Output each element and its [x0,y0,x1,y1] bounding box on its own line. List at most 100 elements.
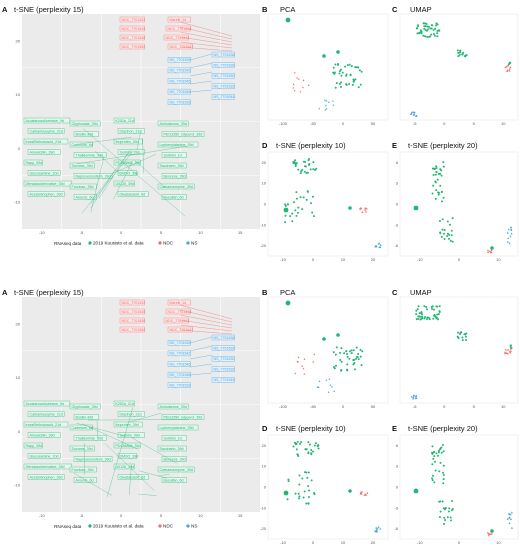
label-text: Sorbitol_1d [164,153,182,157]
y-tick-label: 10 [16,375,21,380]
data-point-green [350,349,353,352]
y-tick-label: 20 [16,38,21,43]
x-tick-label: -100 [279,404,288,409]
data-point-green [458,53,461,56]
point-label-green: Sorbitol_39d [117,432,145,438]
x-tick-label: 0 [342,121,345,126]
data-point-green [434,315,437,318]
panel-title-c: UMAP [410,288,432,297]
point-label-blue: NS_7701533 [167,382,191,388]
data-point-green [293,201,296,204]
label-box [73,152,107,158]
data-point-green [345,73,348,76]
data-point-green [448,507,451,510]
data-point-green [431,474,434,477]
data-point-green [431,477,434,480]
data-point-green [449,516,452,519]
data-point-green [301,168,304,171]
x-tick-label: -10 [417,257,424,262]
data-point-green [336,50,340,54]
label-leader-line [129,464,132,495]
data-point-green [346,369,349,372]
data-point-green [310,479,313,482]
data-point-green [418,32,421,35]
panel-title-d: t-SNE (perplexity 10) [276,424,346,433]
data-point-red [303,358,306,360]
data-point-green [283,490,289,496]
label-text: Sorbitol_39d [120,433,140,437]
data-point-green [431,452,434,455]
label-text: Saccharin_39d [160,447,184,451]
data-point-green [334,364,337,367]
data-point-green [437,172,440,175]
data-point-green [432,28,435,31]
data-point-green [431,24,434,27]
data-point-green [303,490,306,493]
data-point-green [457,336,460,339]
data-point-green [357,86,360,89]
label-text: Sucrose_39d [72,164,93,168]
data-point-green [443,229,446,232]
label-box [167,78,191,84]
data-point-green [417,315,420,318]
point-label-blue: NS_7701528 [211,62,235,68]
x-tick-label: -100 [279,121,288,126]
data-point-red [292,86,295,89]
point-label-green: DMSO_39d [117,170,138,176]
label-leader-line [76,422,126,437]
data-point-green [424,22,427,25]
data-point-green [431,479,434,482]
label-box [157,183,195,190]
data-point-green [334,63,337,66]
data-point-green [335,346,338,349]
data-point-blue [374,530,377,533]
data-point-green [423,305,426,308]
point-label-blue: NS_7701542 [167,350,191,357]
data-point-red [158,524,162,528]
data-point-green [435,305,438,308]
label-box [69,403,101,410]
data-point-green [310,452,313,455]
data-point-green [346,363,349,366]
data-point-red [506,69,509,72]
label-leader-line [90,150,134,204]
point-label-green: Glyphosate_39d [69,120,101,127]
data-point-green [432,184,435,187]
point-label-green: Benzene_39d [161,173,187,179]
data-point-green [439,510,442,513]
y-tick-label: 0 [18,429,21,434]
data-point-red [486,249,489,252]
point-label-green: Busulfan_6d [161,477,187,483]
x-tick-label: 0 [342,404,345,409]
label-box [119,25,145,32]
data-point-green [307,489,310,492]
data-point-red [487,534,490,537]
data-point-green [340,74,343,77]
point-label-red: NDC_7701543 [163,317,189,324]
point-label-green: Ibuprofen_39d [113,421,143,428]
label-leader-line [83,128,186,217]
data-point-red [364,493,367,496]
x-tick-label: -5 [413,404,417,409]
data-point-blue [411,111,414,114]
point-label-green: Carbamazepine_21d [27,411,65,417]
data-point-green [300,440,303,443]
label-leader-line [189,363,213,368]
data-point-green [441,218,444,221]
data-point-green [442,232,445,235]
label-text: Marelli_1d [170,301,187,305]
legend-title: RNAseq data [54,524,82,529]
point-label-red: NDC_7701547 [167,326,194,333]
data-point-red [508,67,511,70]
point-label-green: Naproxensodium_39d [73,173,113,179]
data-point-green [419,315,422,318]
data-point-green [442,473,445,476]
data-point-green [283,207,289,213]
x-tick-label: 0 [312,257,315,262]
y-tick-label: -20 [260,243,267,248]
data-point-red [294,372,297,375]
label-text: NDC_7701547 [170,328,194,332]
point-label-green: Carbamazepine_39d [157,466,195,473]
label-text: Saccharin_39d [160,164,184,168]
data-point-green [461,339,464,342]
